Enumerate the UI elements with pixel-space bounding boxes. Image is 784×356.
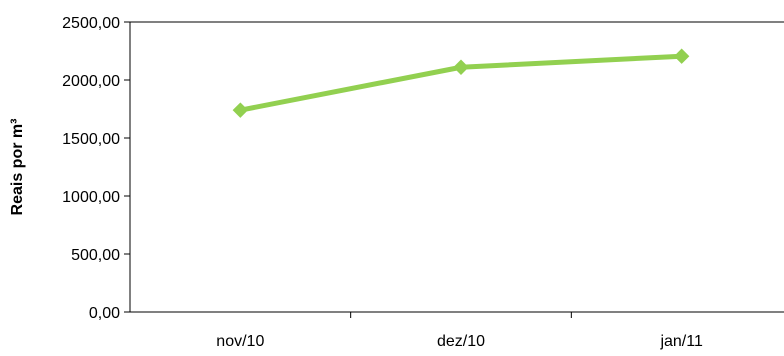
y-tick-label: 2500,00 [62,15,120,32]
x-tick-label: dez/10 [437,333,485,350]
data-point [673,48,690,64]
y-tick-label: 0,00 [89,305,120,322]
y-axis: 0,00 500,00 1000,00 1500,00 2000,00 2500,00 [62,15,130,322]
x-axis: nov/10 dez/10 jan/11 [216,312,703,350]
y-tick-label: 2000,00 [62,73,120,90]
series-layer [232,48,690,118]
y-axis-title: Reais por m³ [9,119,26,216]
plot-area-frame [129,21,784,313]
x-tick-label: nov/10 [216,333,264,350]
plot-border [129,21,784,313]
y-tick-label: 500,00 [71,247,120,264]
y-tick-label: 1000,00 [62,189,120,206]
x-tick-label: jan/11 [659,333,703,350]
data-point [232,102,249,118]
y-tick-label: 1500,00 [62,131,120,148]
data-point [453,59,469,75]
